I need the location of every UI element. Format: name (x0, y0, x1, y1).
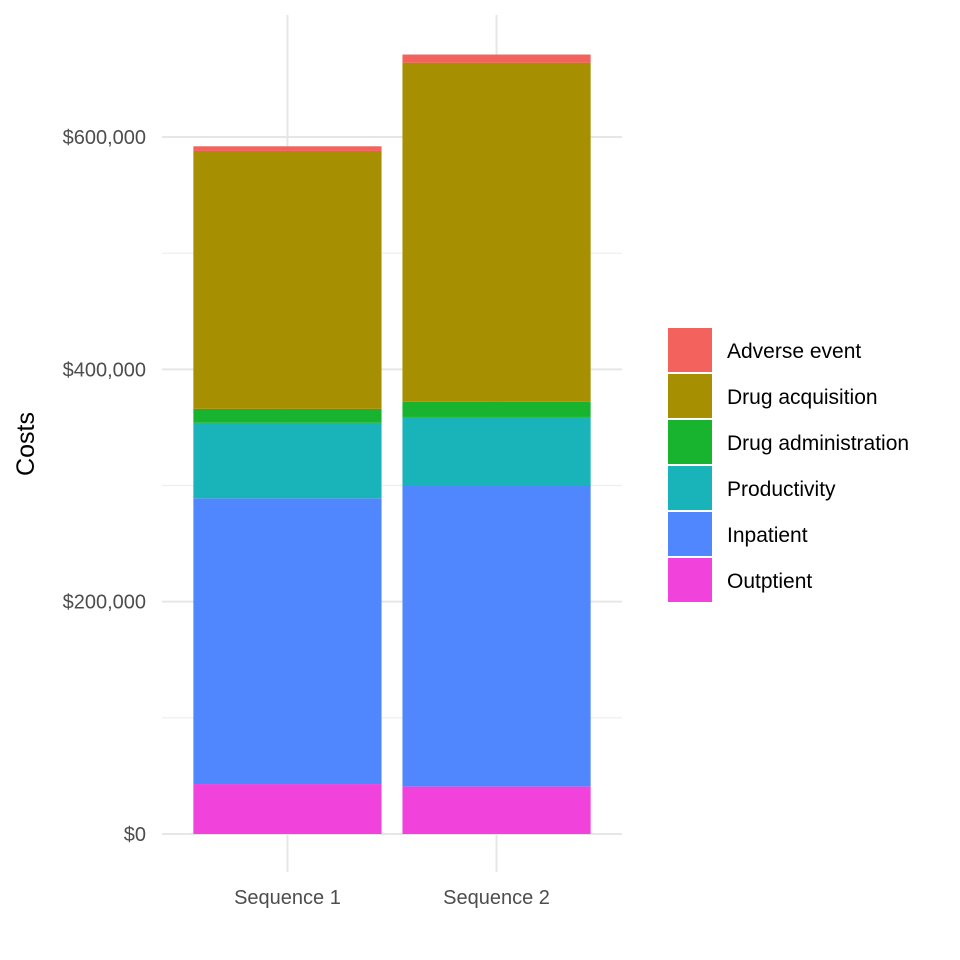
bar-segment-inpatient (402, 485, 591, 787)
y-tick-label: $600,000 (63, 127, 146, 149)
bar-segment-productivity (402, 416, 591, 486)
x-axis-ticks: Sequence 1 Sequence 2 (234, 887, 550, 909)
bar-segment-outptient (402, 786, 591, 834)
bar-segment-drug-administration (402, 401, 591, 417)
legend-key (668, 328, 712, 372)
bar-segment-inpatient (193, 498, 382, 785)
bar-segment-adverse-event (402, 54, 591, 63)
x-tick-label: Sequence 1 (234, 887, 341, 909)
legend-key (668, 558, 712, 602)
legend-key (668, 466, 712, 510)
x-tick-label: Sequence 2 (443, 887, 550, 909)
legend-key (668, 420, 712, 464)
bar-segment-drug-acquisition (402, 62, 591, 402)
y-tick-label: $0 (124, 824, 146, 846)
bar-segment-productivity (193, 422, 382, 499)
legend-key (668, 512, 712, 556)
legend-label: Adverse event (727, 340, 861, 363)
bar-segment-adverse-event (193, 146, 382, 151)
bar-segment-outptient (193, 784, 382, 834)
legend-label: Inpatient (727, 524, 808, 547)
legend: Adverse event Drug acquisition Drug admini… (668, 328, 909, 602)
legend-label: Productivity (727, 478, 836, 501)
bars (193, 54, 591, 834)
y-axis-ticks: $0 $200,000 $400,000 $600,000 (63, 127, 146, 846)
bar-segment-drug-acquisition (193, 150, 382, 409)
bar-segment-drug-administration (193, 408, 382, 423)
legend-label: Drug administration (727, 432, 909, 455)
legend-key (668, 374, 712, 418)
y-axis-title: Costs (12, 412, 40, 476)
legend-label: Outptient (727, 570, 812, 593)
y-tick-label: $400,000 (63, 359, 146, 381)
legend-label: Drug acquisition (727, 386, 878, 409)
y-tick-label: $200,000 (63, 592, 146, 614)
